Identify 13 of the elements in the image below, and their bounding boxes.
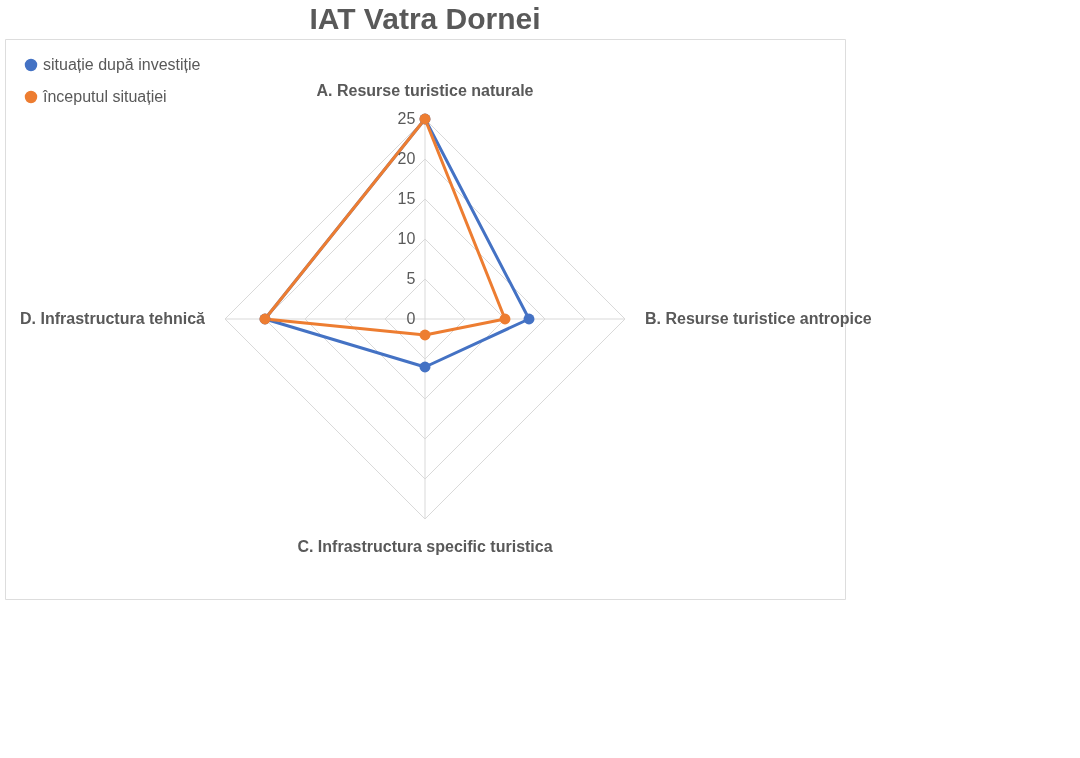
legend-label: începutul situației: [42, 88, 167, 105]
y-tick-label: 15: [397, 190, 416, 207]
y-tick-label: 5: [406, 270, 416, 287]
y-tick-label: 25: [397, 110, 416, 127]
spoke-label: D. Infrastructura tehnică: [20, 310, 206, 327]
y-tick-label: 20: [397, 150, 416, 167]
spoke-label: B. Resurse turistice antropice: [645, 310, 872, 327]
spoke-label: A. Resurse turistice naturale: [316, 82, 534, 99]
y-tick-label: 10: [397, 230, 416, 247]
legend-label: situație după investiție: [43, 56, 201, 73]
y-tick-label: 0: [406, 310, 416, 327]
chart-title: IAT Vatra Dornei: [309, 2, 541, 35]
spoke-label: C. Infrastructura specific turistica: [297, 538, 553, 555]
